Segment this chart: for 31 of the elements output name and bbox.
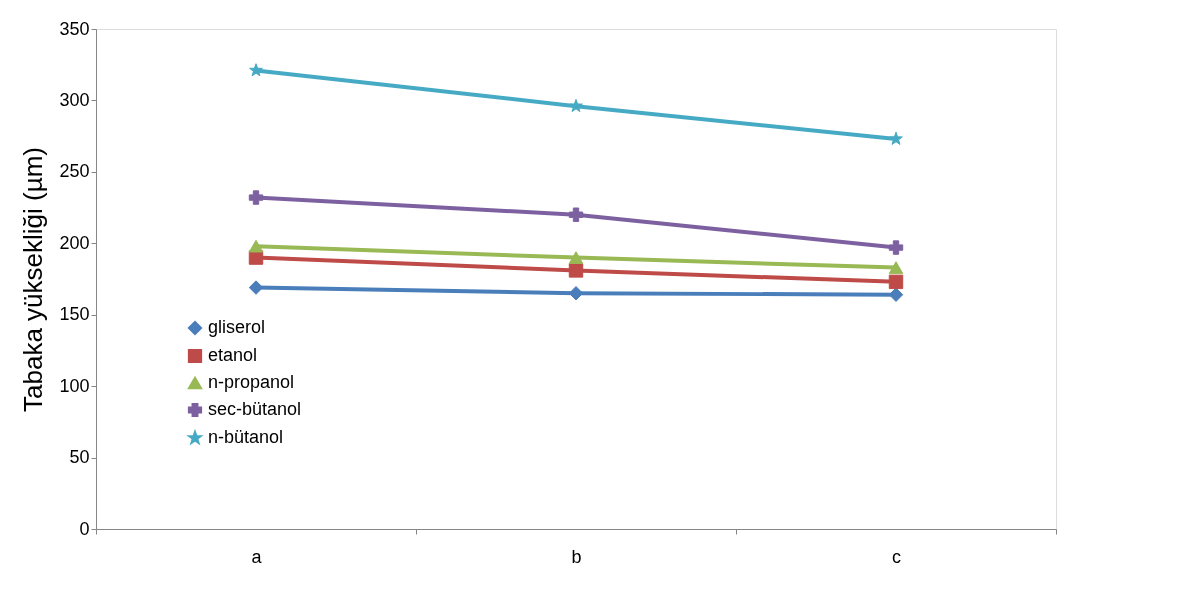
point (248, 190, 264, 205)
x-tick-label: a (251, 546, 263, 567)
point (568, 263, 584, 278)
x-tick-label: b (571, 546, 582, 567)
x-tick-label: c (892, 546, 901, 567)
legend-label: sec-bütanol (208, 399, 302, 419)
point (568, 286, 584, 301)
point (569, 98, 583, 113)
point (248, 239, 264, 253)
legend-label: n-bütanol (208, 427, 284, 447)
y-tick-label: 0 (79, 518, 90, 539)
y-tick-label: 100 (59, 375, 90, 396)
point (248, 280, 264, 295)
point (888, 274, 904, 290)
y-tick-label: 150 (59, 304, 90, 325)
y-tick-label: 50 (69, 447, 90, 468)
legend-label: gliserol (208, 317, 266, 337)
y-tick-label: 350 (59, 18, 90, 39)
y-tick-label: 300 (59, 89, 90, 110)
legend-label: etanol (208, 345, 258, 365)
point (889, 131, 903, 145)
point (568, 207, 584, 222)
y-tick-label: 250 (59, 161, 90, 182)
point (249, 63, 263, 77)
y-axis-title: Tabaka yüksekliği (µm) (18, 147, 49, 412)
point (888, 261, 904, 274)
point (888, 287, 904, 302)
y-tick-label: 200 (59, 232, 90, 253)
legend-label: n-propanol (208, 372, 295, 392)
point (888, 240, 904, 255)
point (568, 251, 584, 264)
